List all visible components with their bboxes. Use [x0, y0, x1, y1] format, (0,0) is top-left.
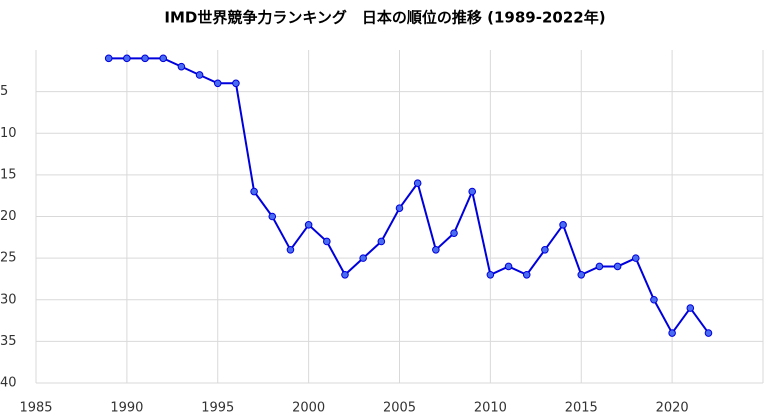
y-tick-label: 30: [0, 292, 17, 307]
series-line: [108, 57, 710, 335]
data-point: [413, 179, 422, 187]
chart-title: IMD世界競争力ランキング 日本の順位の推移 (1989-2022年): [164, 9, 605, 27]
data-point: [468, 187, 477, 196]
data-point: [522, 270, 531, 279]
data-point: [704, 329, 713, 337]
data-point: [250, 187, 258, 196]
data-point: [631, 254, 640, 262]
data-point: [323, 237, 331, 246]
y-tick-label: 35: [0, 334, 17, 349]
data-point: [450, 229, 458, 237]
y-tick-label: 25: [0, 251, 17, 266]
x-tick-label: 1995: [201, 401, 234, 416]
x-tick-label: 2000: [292, 401, 325, 416]
x-tick-label: 2010: [474, 401, 507, 416]
data-point: [668, 329, 676, 337]
data-point: [104, 54, 113, 63]
y-tick-label: 5: [0, 84, 8, 99]
data-point: [141, 54, 149, 63]
data-point: [504, 262, 513, 271]
data-point: [577, 270, 586, 279]
y-tick-label: 15: [0, 167, 17, 182]
x-tick-label: 2020: [656, 401, 689, 416]
data-point: [613, 262, 622, 271]
data-point: [304, 221, 313, 229]
data-point: [650, 295, 658, 304]
data-point: [541, 246, 549, 254]
data-point: [377, 237, 386, 246]
data-point: [213, 79, 222, 88]
data-point: [486, 270, 495, 279]
data-point: [159, 54, 168, 63]
data-point: [686, 304, 695, 312]
x-tick-label: 1985: [19, 401, 52, 416]
x-tick-label: 2015: [565, 401, 598, 416]
x-tick-label: 2005: [383, 401, 416, 416]
data-point: [232, 79, 240, 88]
data-point: [595, 262, 604, 271]
data-point: [359, 254, 367, 262]
data-point: [123, 54, 131, 63]
data-point: [195, 71, 204, 79]
data-point: [177, 62, 186, 71]
x-tick-label: 1990: [110, 401, 143, 416]
y-tick-label: 20: [0, 209, 17, 224]
y-tick-label: 10: [0, 126, 17, 141]
data-point: [341, 270, 349, 279]
data-point: [395, 204, 404, 212]
y-tick-label: 40: [0, 376, 17, 391]
data-point: [432, 246, 440, 254]
data-point: [268, 212, 277, 221]
data-point: [559, 221, 567, 229]
data-point: [286, 246, 295, 254]
